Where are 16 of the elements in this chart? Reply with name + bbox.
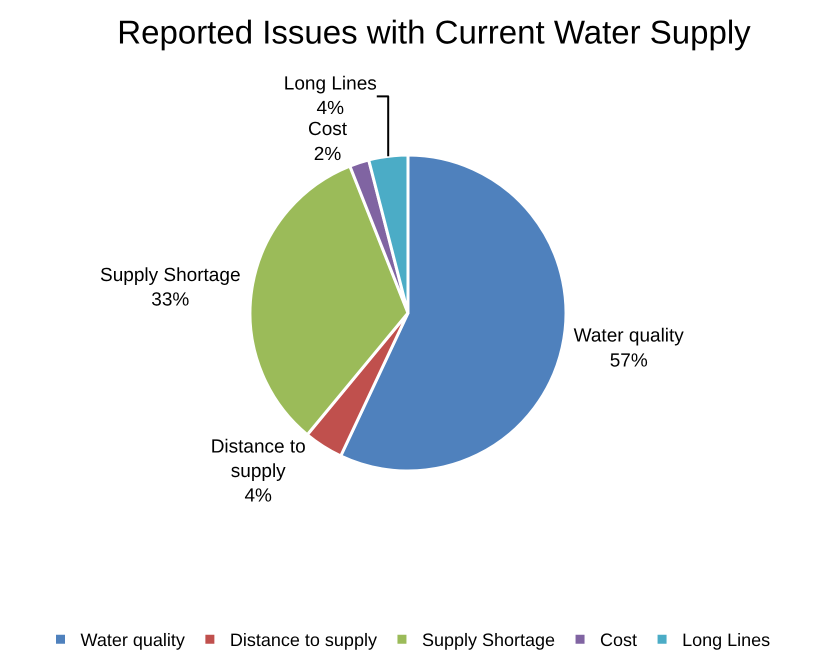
slice-label: Distance to supply — [210, 436, 306, 482]
chart-title: Reported Issues with Current Water Supply — [117, 14, 752, 51]
data-label: 4% — [316, 98, 344, 120]
legend-label: Cost — [600, 630, 638, 650]
legend-label: Long Lines — [682, 630, 770, 650]
legend-label: Distance to supply — [230, 630, 377, 650]
slice-label: Long Lines — [284, 74, 377, 95]
data-label: 2% — [314, 144, 342, 165]
legend-label: Supply Shortage — [422, 630, 556, 650]
slice-label: Supply Shortage — [100, 264, 241, 286]
data-label: 57% — [610, 350, 648, 372]
data-label: 33% — [151, 290, 190, 311]
slice-label: Cost — [308, 119, 348, 140]
legend-label: Water quality — [80, 630, 185, 650]
data-label: 4% — [244, 486, 272, 507]
slice-label: Water quality — [574, 326, 684, 347]
